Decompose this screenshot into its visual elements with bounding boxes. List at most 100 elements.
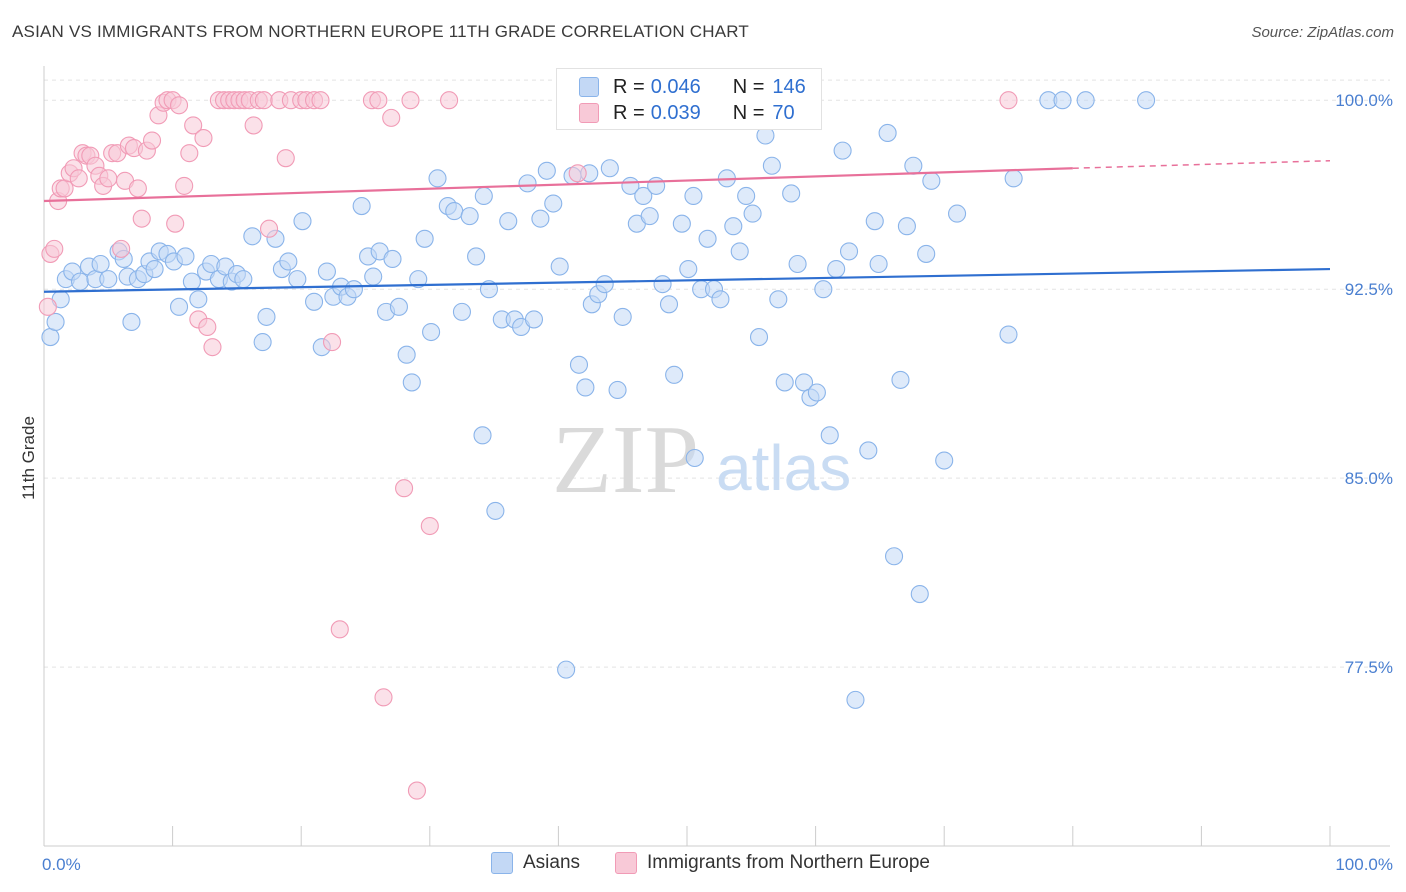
data-point [176, 247, 195, 266]
data-point [775, 373, 794, 392]
data-point [724, 217, 743, 236]
y-axis-label: 11th Grade [19, 416, 38, 500]
x-tick-labels: 0.0% 100.0% [42, 855, 1393, 874]
data-point [782, 184, 801, 203]
data-point [679, 259, 698, 279]
data-point [142, 131, 162, 150]
data-point [99, 169, 118, 188]
data-point [762, 156, 781, 175]
data-point [839, 242, 859, 261]
series-legend: Asians Immigrants from Northern Europe [0, 852, 1406, 876]
chart-title: ASIAN VS IMMIGRANTS FROM NORTHERN EUROPE… [12, 22, 750, 41]
data-point [891, 370, 910, 389]
data-point [420, 516, 439, 536]
data-point [999, 91, 1018, 110]
data-point [311, 91, 330, 110]
y-tick-label: 92.5% [1345, 280, 1393, 299]
data-point [452, 302, 472, 321]
axes [43, 66, 1390, 847]
data-point [788, 254, 807, 274]
legend-label-northern-europe: Immigrants from Northern Europe [647, 852, 930, 873]
legend-row-northern-europe: R = 0.039 N = 70 [557, 100, 795, 126]
grid-lines [44, 79, 1390, 668]
data-point [254, 91, 273, 110]
data-point [194, 128, 213, 148]
data-point [595, 275, 614, 294]
legend-swatch-asians [491, 852, 513, 874]
y-tick-label: 77.5% [1345, 658, 1393, 677]
data-point [189, 290, 208, 309]
data-point [374, 688, 393, 707]
data-point [711, 290, 730, 309]
chart-source: Source: ZipAtlas.com [1251, 24, 1394, 41]
data-point [122, 312, 141, 331]
x-tick-label: 0.0% [42, 855, 81, 874]
data-point [415, 229, 434, 248]
data-point [1137, 91, 1156, 110]
data-point [730, 242, 749, 261]
data-point [999, 325, 1018, 344]
trend-lines [43, 159, 1331, 293]
data-point [737, 186, 756, 206]
data-point [550, 257, 569, 276]
data-point [474, 186, 493, 206]
y-tick-label: 85.0% [1345, 469, 1393, 488]
y-tick-labels: 100.0% 92.5% 85.0% 77.5% [1335, 91, 1393, 677]
data-point [112, 239, 131, 258]
data-point [276, 149, 295, 168]
data-point [460, 207, 479, 226]
legend-n-value: 146 [772, 75, 806, 98]
data-point [878, 123, 897, 143]
data-point [672, 214, 691, 233]
data-point [613, 307, 632, 326]
data-point [253, 333, 272, 352]
data-point [608, 380, 627, 400]
data-point [647, 176, 666, 195]
data-point [305, 292, 324, 311]
data-point [653, 275, 672, 294]
data-point [917, 244, 936, 263]
data-point [409, 270, 428, 289]
data-point [198, 317, 217, 337]
data-point [389, 297, 408, 316]
data-point [46, 312, 65, 331]
legend-n-value: 70 [772, 101, 795, 124]
data-point [38, 297, 57, 316]
legend-item-asians: Asians [491, 852, 580, 874]
data-point [467, 247, 486, 266]
legend-r-value: 0.046 [650, 75, 701, 98]
data-point [524, 310, 544, 329]
data-point [169, 297, 189, 316]
data-point [859, 441, 878, 460]
data-point [422, 322, 441, 342]
data-point [383, 249, 402, 269]
data-point [180, 144, 199, 163]
data-point [499, 212, 518, 231]
trend-line [43, 167, 1073, 203]
data-point [382, 108, 401, 127]
data-point [288, 270, 307, 289]
data-point [45, 239, 64, 258]
legend-n-label: N = [732, 75, 765, 98]
data-point [904, 156, 923, 175]
legend-r-value: 0.039 [650, 101, 701, 124]
data-point [685, 448, 704, 468]
data-point [257, 307, 276, 326]
data-point [344, 280, 363, 299]
legend-item-northern-europe: Immigrants from Northern Europe [615, 852, 930, 874]
series-northern-europe [38, 91, 1018, 800]
data-point [814, 280, 833, 299]
x-tick-label: 100.0% [1335, 855, 1393, 874]
data-point [807, 383, 826, 402]
data-point [440, 91, 459, 110]
data-point [91, 254, 110, 274]
data-point [55, 179, 74, 198]
data-point [70, 272, 90, 291]
data-point [401, 91, 420, 110]
data-point [428, 169, 447, 188]
data-point [544, 194, 563, 213]
data-point [897, 217, 916, 236]
data-point [634, 186, 653, 206]
data-point [145, 259, 164, 279]
